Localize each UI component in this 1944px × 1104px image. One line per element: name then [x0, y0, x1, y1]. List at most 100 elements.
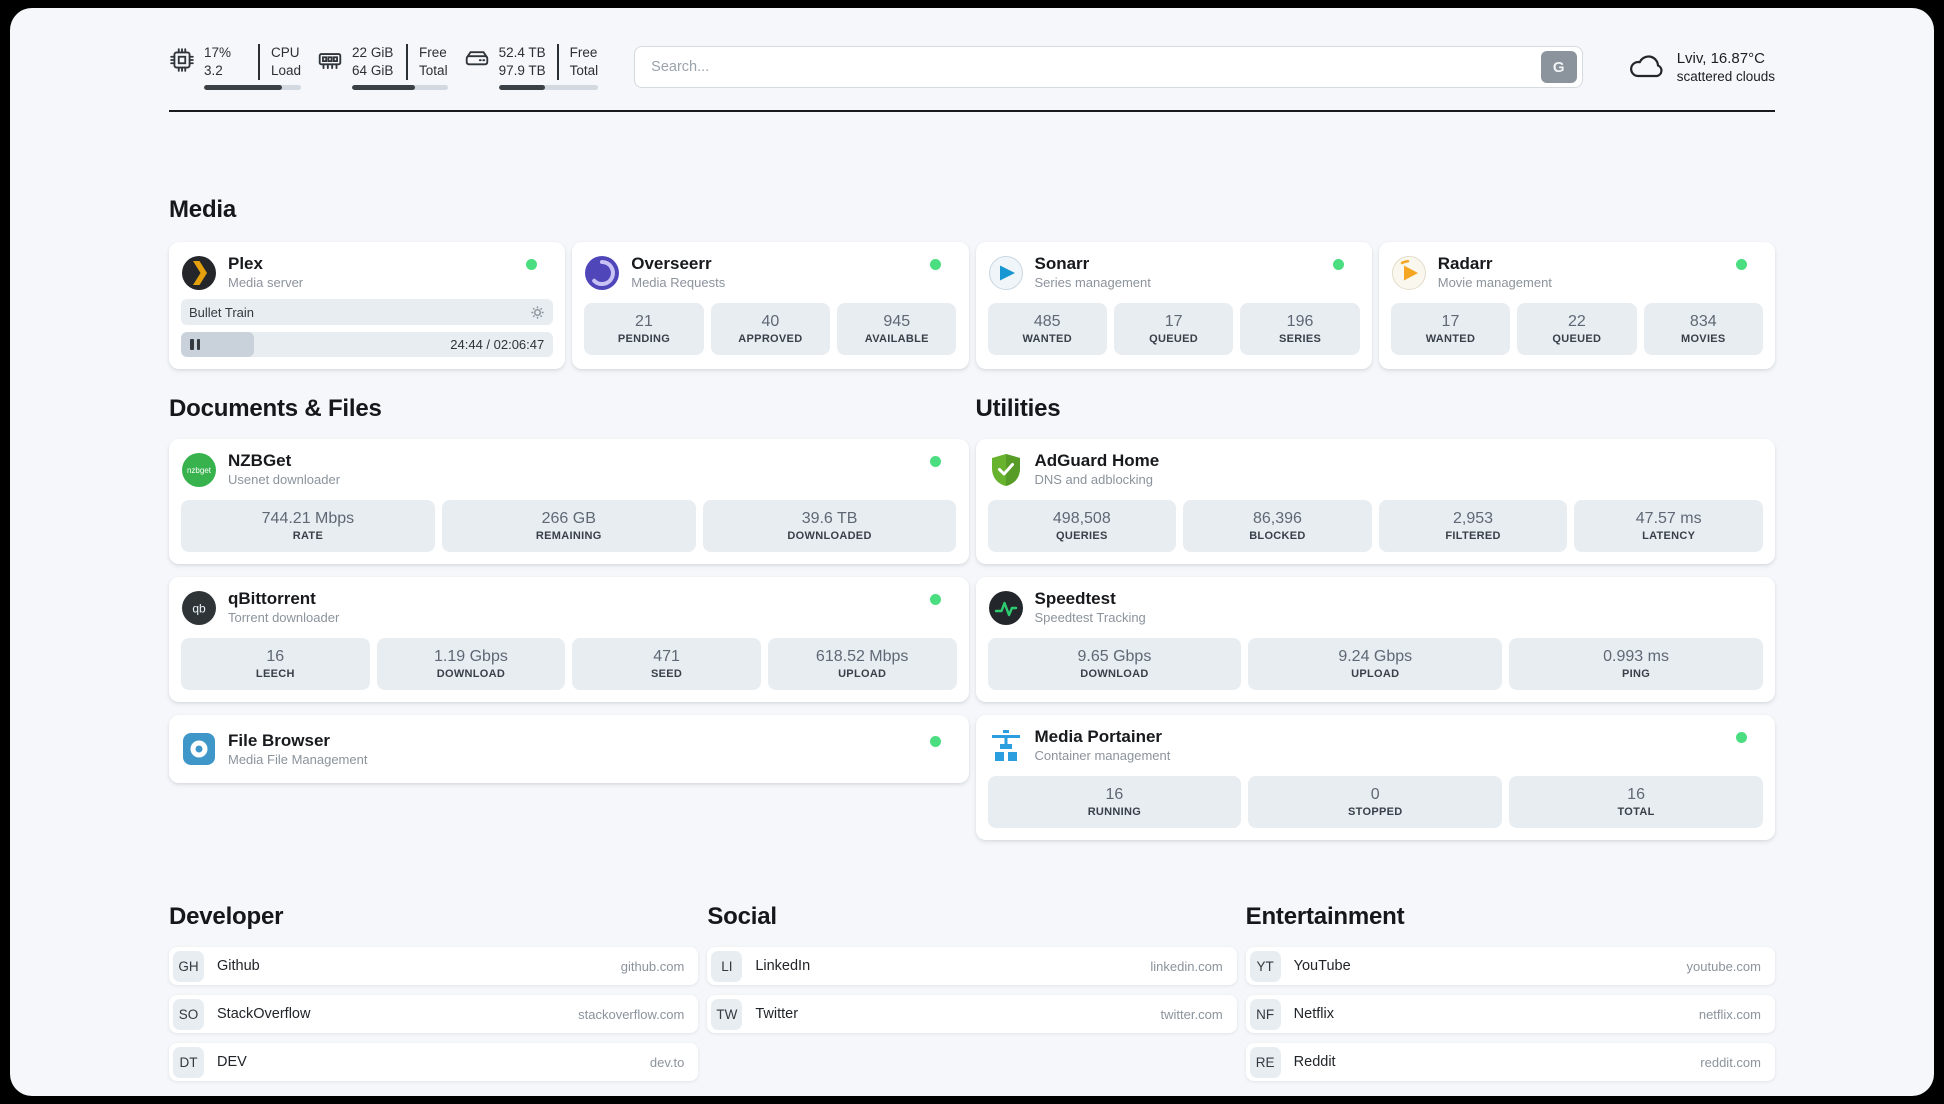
stat-box: 17 WANTED [1390, 303, 1511, 355]
search-bar: G [634, 46, 1583, 88]
app-subtitle: Series management [1034, 275, 1151, 290]
cpu-progress-fill [204, 85, 282, 90]
section-title-social: Social [707, 903, 777, 930]
bookmark-youtube[interactable]: YT YouTube youtube.com [1245, 947, 1775, 985]
stat-box: 2,953 FILTERED [1378, 500, 1568, 552]
status-dot [929, 259, 941, 270]
bookmark-linkedin[interactable]: LI LinkedIn linkedin.com [707, 947, 1237, 985]
sonarr-card[interactable]: Sonarr Series management 485 WANTED 17 Q… [975, 242, 1372, 369]
section-title-entertainment: Entertainment [1245, 903, 1405, 930]
stat-box: 0.993 ms PING [1509, 638, 1763, 690]
stat-box: 485 WANTED [987, 303, 1107, 355]
plex-card[interactable]: Plex Media server Bullet Train 24:44 / 0… [169, 242, 566, 369]
app-name: AdGuard Home [1034, 451, 1160, 470]
radarr-card[interactable]: Radarr Movie management 17 WANTED 22 QUE… [1378, 242, 1775, 369]
cpu-load-value: 3.2 [204, 63, 223, 78]
app-subtitle: Media Requests [631, 275, 726, 290]
qbittorrent-card[interactable]: qb qBittorrent Torrent downloader 16 LEE… [169, 577, 969, 702]
stat-box: 471 SEED [572, 638, 761, 690]
gear-icon[interactable] [530, 305, 545, 320]
status-dot [526, 259, 538, 270]
overseerr-card[interactable]: Overseerr Media Requests 21 PENDING 40 A… [572, 242, 969, 369]
cpu-usage-value: 17% [204, 45, 232, 60]
stat-box: 22 QUEUED [1517, 303, 1637, 355]
bookmark-url: stackoverflow.com [578, 1006, 685, 1022]
pause-icon[interactable] [190, 339, 200, 350]
ram-free-value: 22 GiB [352, 45, 394, 60]
disk-progress-bar [498, 85, 599, 90]
status-dot [929, 594, 941, 605]
nzbget-card[interactable]: nzbget NZBGet Usenet downloader 744.21 M… [169, 439, 969, 564]
media-card-grid: Plex Media server Bullet Train 24:44 / 0… [169, 242, 1775, 369]
stat-box: 16 LEECH [181, 638, 370, 690]
app-name: NZBGet [228, 451, 292, 470]
bookmark-name: Twitter [755, 1006, 799, 1022]
cloud-icon [1627, 52, 1667, 82]
bookmark-github[interactable]: GH Github github.com [169, 947, 699, 985]
bookmark-dev[interactable]: DT DEV dev.to [169, 1043, 699, 1081]
weather-widget: Lviv, 16.87°C scattered clouds [1627, 49, 1775, 85]
stat-box: 618.52 Mbps UPLOAD [767, 638, 957, 690]
app-name: File Browser [228, 730, 331, 750]
speedtest-icon [988, 590, 1024, 626]
stat-box: 9.24 Gbps UPLOAD [1248, 638, 1503, 690]
utilities-column: Utilities AdGuard Home DNS and adblockin… [975, 395, 1775, 853]
app-name: Radarr [1437, 254, 1493, 273]
plex-icon [181, 255, 217, 291]
stat-box: 834 MOVIES [1643, 303, 1763, 355]
stat-box: 498,508 QUERIES [987, 500, 1177, 552]
app-name: Speedtest [1034, 589, 1116, 608]
portainer-card[interactable]: Media Portainer Container management 16 … [975, 715, 1775, 840]
bookmark-name: DEV [217, 1054, 247, 1070]
bookmark-twitter[interactable]: TW Twitter twitter.com [707, 995, 1237, 1033]
cpu-progress-bar [204, 85, 302, 90]
stat-box: 86,396 BLOCKED [1183, 500, 1372, 552]
hard-drive-icon [464, 47, 490, 73]
search-engine-button[interactable]: G [1540, 51, 1577, 83]
weather-location: Lviv, 16.87°C [1676, 50, 1765, 67]
ram-free-label: Free [406, 44, 448, 62]
disk-free-value: 52.4 TB [498, 45, 546, 60]
app-name: qBittorrent [228, 589, 316, 608]
bookmark-abbr: DT [173, 1046, 204, 1078]
now-playing-title: Bullet Train [189, 304, 255, 320]
adguard-icon [988, 452, 1024, 488]
bookmark-url: github.com [620, 958, 685, 974]
bookmark-url: linkedin.com [1150, 958, 1223, 974]
bookmark-abbr: GH [173, 950, 204, 982]
search-input[interactable] [649, 58, 1541, 76]
nzbget-icon: nzbget [181, 452, 217, 488]
stat-box: 16 RUNNING [987, 776, 1242, 828]
app-subtitle: Media server [228, 275, 304, 290]
playback-time: 24:44 / 02:06:47 [450, 337, 545, 352]
app-subtitle: Media File Management [228, 751, 368, 767]
cpu-load-label: Load [258, 62, 301, 80]
speedtest-card[interactable]: Speedtest Speedtest Tracking 9.65 Gbps D… [975, 577, 1775, 702]
stat-box: 945 AVAILABLE [837, 303, 957, 355]
bookmark-netflix[interactable]: NF Netflix netflix.com [1245, 995, 1775, 1033]
bookmark-abbr: YT [1249, 950, 1281, 982]
status-dot [1736, 732, 1747, 743]
cpu-widget: 17% CPU 3.2 Load [169, 44, 302, 90]
bookmark-stackoverflow[interactable]: SO StackOverflow stackoverflow.com [169, 995, 699, 1033]
app-name: Media Portainer [1034, 727, 1163, 746]
stat-box: 39.6 TB DOWNLOADED [702, 500, 957, 552]
ram-icon [317, 47, 343, 73]
cpu-usage-label: CPU [258, 44, 301, 62]
app-subtitle: Usenet downloader [228, 472, 341, 487]
ram-widget: 22 GiB Free 64 GiB Total [317, 44, 448, 90]
bookmark-name: Reddit [1293, 1054, 1336, 1070]
filebrowser-card[interactable]: File Browser Media File Management [169, 715, 969, 783]
weather-condition: scattered clouds [1676, 69, 1775, 84]
cpu-icon [169, 47, 195, 73]
adguard-card[interactable]: AdGuard Home DNS and adblocking 498,508 … [975, 439, 1775, 564]
app-subtitle: Speedtest Tracking [1034, 610, 1146, 625]
disk-total-label: Total [556, 62, 598, 80]
top-bar: 17% CPU 3.2 Load 22 GiB [169, 42, 1775, 92]
filebrowser-icon [181, 731, 217, 767]
stat-box: 1.19 Gbps DOWNLOAD [376, 638, 566, 690]
bookmark-name: YouTube [1293, 958, 1351, 974]
bookmark-url: netflix.com [1698, 1006, 1761, 1022]
bookmark-reddit[interactable]: RE Reddit reddit.com [1245, 1043, 1775, 1081]
app-subtitle: DNS and adblocking [1034, 472, 1154, 487]
